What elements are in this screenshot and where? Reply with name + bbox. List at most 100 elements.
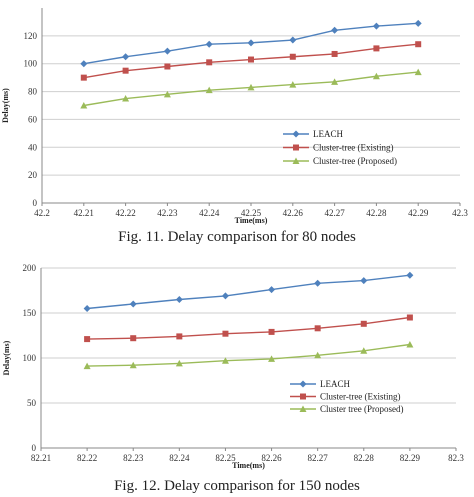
legend-entry: Cluster-tree (Existing) bbox=[320, 392, 401, 402]
x-tick-label: 42.27 bbox=[324, 208, 345, 218]
data-point bbox=[205, 86, 213, 94]
chart-80-nodes: 0 20 40 60 80 100 120 42.2 42.21 42.22 42.23 42.24 4… bbox=[1, 8, 468, 225]
data-point bbox=[221, 357, 229, 364]
x-tick-label: 42.24 bbox=[199, 208, 220, 218]
x-tick-label: 82.27 bbox=[308, 453, 329, 463]
x-tick-label: 42.22 bbox=[115, 208, 135, 218]
x-tick-label: 42.2 bbox=[34, 208, 50, 218]
data-point bbox=[289, 81, 297, 88]
figure-11-caption: Fig. 11. Delay comparison for 80 nodes bbox=[118, 229, 356, 245]
y-axis-label: Delay(ms) bbox=[2, 340, 11, 375]
y-axis-label: Delay(ms) bbox=[1, 88, 10, 123]
data-point bbox=[164, 63, 171, 70]
data-point bbox=[360, 320, 367, 327]
data-point bbox=[331, 50, 338, 57]
data-point bbox=[373, 45, 380, 52]
legend-marker bbox=[299, 405, 307, 412]
data-point bbox=[268, 286, 276, 294]
data-point bbox=[314, 279, 322, 287]
legend-marker bbox=[292, 130, 300, 138]
x-tick-label: 42.3 bbox=[452, 208, 468, 218]
data-point bbox=[175, 359, 183, 367]
data-point bbox=[221, 292, 229, 300]
data-point bbox=[84, 336, 91, 343]
data-point bbox=[248, 56, 254, 63]
data-point bbox=[80, 60, 88, 68]
data-point bbox=[122, 95, 130, 102]
data-point bbox=[83, 305, 91, 312]
data-point bbox=[163, 47, 171, 55]
figure-12-caption: Fig. 12. Delay comparison for 150 nodes bbox=[114, 478, 360, 494]
y-tick-label: 50 bbox=[27, 398, 37, 408]
data-point bbox=[372, 72, 380, 80]
data-point bbox=[289, 53, 296, 60]
y-tick-label: 60 bbox=[28, 114, 38, 124]
y-tick-label: 150 bbox=[23, 308, 37, 318]
x-axis-label: Time(ms) bbox=[232, 461, 265, 470]
data-point bbox=[406, 271, 414, 279]
series-line-2 bbox=[87, 343, 410, 367]
x-tick-label: 82.28 bbox=[354, 453, 375, 463]
data-point bbox=[80, 102, 88, 109]
data-point bbox=[83, 362, 91, 370]
x-tick-label: 42.23 bbox=[157, 208, 178, 218]
data-point bbox=[314, 351, 322, 359]
y-tick-label: 40 bbox=[28, 142, 38, 152]
legend-marker bbox=[300, 393, 306, 400]
x-tick-label: 82.25 bbox=[215, 453, 236, 463]
data-point bbox=[247, 83, 255, 91]
data-point bbox=[268, 328, 275, 335]
data-point bbox=[372, 22, 380, 30]
data-point bbox=[129, 300, 137, 308]
data-point bbox=[130, 335, 137, 342]
x-tick-label: 82.21 bbox=[31, 453, 51, 463]
data-point bbox=[415, 41, 422, 48]
x-tick-label: 82.22 bbox=[77, 453, 97, 463]
data-point bbox=[314, 325, 321, 332]
data-point bbox=[360, 277, 368, 285]
x-tick-label: 42.21 bbox=[74, 208, 94, 218]
data-point bbox=[247, 39, 255, 47]
x-tick-label: 42.26 bbox=[283, 208, 304, 218]
data-point bbox=[289, 36, 297, 44]
legend-marker bbox=[292, 157, 300, 164]
legend-marker bbox=[293, 144, 299, 151]
series-line-1 bbox=[87, 316, 410, 340]
data-point bbox=[414, 68, 422, 76]
y-tick-label: 80 bbox=[28, 87, 38, 97]
x-tick-label: 42.29 bbox=[408, 208, 429, 218]
x-tick-label: 82.23 bbox=[123, 453, 144, 463]
legend-entry: Cluster-tree (Proposed) bbox=[313, 156, 397, 166]
data-point bbox=[163, 90, 171, 98]
y-tick-label: 100 bbox=[24, 59, 38, 69]
data-point bbox=[176, 333, 183, 340]
data-point bbox=[129, 361, 137, 369]
data-point bbox=[80, 74, 87, 81]
legend-marker bbox=[299, 380, 307, 388]
series-line-0 bbox=[87, 274, 410, 310]
data-point bbox=[268, 355, 276, 362]
legend-entry: Cluster-tree (Existing) bbox=[313, 143, 394, 153]
data-point bbox=[360, 347, 368, 354]
data-point bbox=[206, 59, 213, 66]
data-point bbox=[414, 19, 422, 27]
x-tick-label: 42.28 bbox=[366, 208, 387, 218]
chart-150-nodes: 0 50 100 150 200 82.21 82.22 82.23 82.24 82.25 82.… bbox=[2, 263, 464, 470]
x-tick-label: 42.25 bbox=[241, 208, 262, 218]
legend-entry: LEACH bbox=[313, 129, 343, 139]
x-tick-label: 82.26 bbox=[261, 453, 282, 463]
data-point bbox=[175, 296, 183, 303]
y-tick-label: 0 bbox=[32, 443, 37, 453]
x-tick-label: 82.29 bbox=[400, 453, 421, 463]
y-tick-label: 200 bbox=[23, 263, 37, 273]
data-point bbox=[122, 67, 129, 74]
y-tick-label: 20 bbox=[28, 170, 38, 180]
data-point bbox=[331, 26, 339, 34]
x-tick-label: 82.24 bbox=[169, 453, 190, 463]
y-tick-label: 0 bbox=[33, 198, 38, 208]
legend-entry: LEACH bbox=[320, 379, 350, 389]
data-point bbox=[122, 53, 130, 61]
data-point bbox=[406, 314, 413, 321]
data-point bbox=[406, 341, 414, 348]
data-point bbox=[205, 40, 213, 48]
